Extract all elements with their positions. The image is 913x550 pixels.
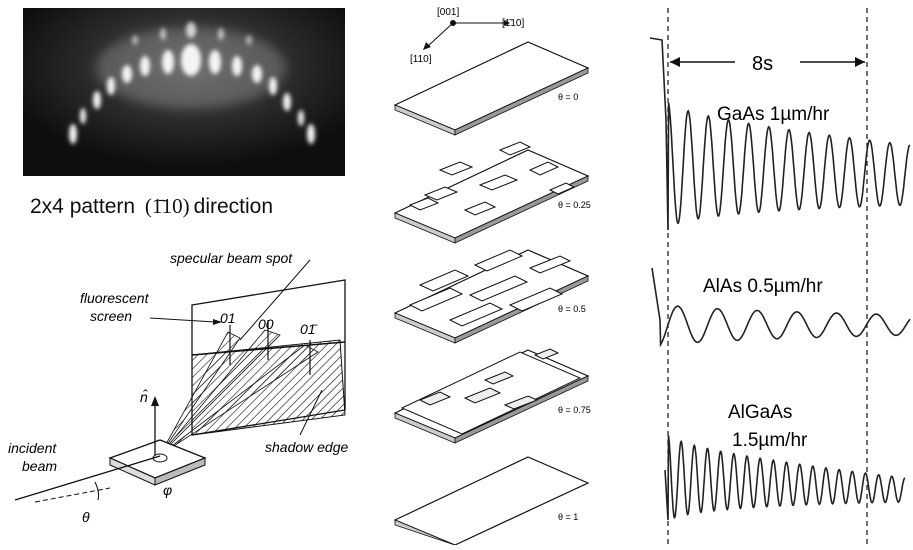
trace-label-algaas-1: AlGaAs xyxy=(728,402,792,423)
shadow-edge-label: shadow edge xyxy=(265,439,349,455)
rheed-caption: 2x4 pattern (1̄10) direction xyxy=(30,194,273,219)
rheed-geometry-diagram: specular beam spot fluorescent screen 01… xyxy=(0,230,370,545)
coverage-label-0: θ = 0 xyxy=(558,92,578,102)
growth-stage-1: θ = 1 xyxy=(393,456,590,546)
rheed-oscillations: 8s GaAs 1µm/hr AlAs 0.5µm/hr AlGaAs 1.5µ… xyxy=(640,0,913,545)
coverage-label-05: θ = 0.5 xyxy=(558,304,586,314)
specular-label: specular beam spot xyxy=(170,250,293,266)
incident-label-1: incident xyxy=(8,440,57,456)
caption-direction-word: direction xyxy=(193,195,274,218)
growth-stage-075: θ = 0.75 xyxy=(393,348,591,444)
period-label: 8s xyxy=(752,53,773,75)
phi-label: φ xyxy=(163,482,172,498)
growth-stages-svg: [001] [1̄10] [110] θ = 0 xyxy=(393,7,591,546)
spot-00-label: 00 xyxy=(258,316,274,332)
beam-01 xyxy=(159,331,241,456)
growth-stage-0: θ = 0 xyxy=(393,41,590,136)
rheed-pattern-photo xyxy=(23,8,345,176)
growth-stage-05: θ = 0.5 xyxy=(393,249,590,344)
sample-crystal xyxy=(108,439,207,479)
geometry-svg: specular beam spot fluorescent screen 01… xyxy=(8,250,349,525)
screen-label-1: fluorescent xyxy=(80,290,150,306)
caption-pattern: 2x4 pattern xyxy=(30,195,136,218)
growth-stage-025: θ = 0.25 xyxy=(393,141,591,244)
coverage-label-025: θ = 0.25 xyxy=(558,200,591,210)
beam-01bar xyxy=(159,344,319,456)
trace-label-gaas: GaAs 1µm/hr xyxy=(717,104,830,125)
rheed-pattern-image xyxy=(23,8,345,176)
theta-label: θ xyxy=(82,509,90,525)
trace-label-alas: AlAs 0.5µm/hr xyxy=(703,276,823,297)
trace-gaas xyxy=(649,37,911,231)
coverage-label-1: θ = 1 xyxy=(558,512,578,522)
normal-label: n̂ xyxy=(140,389,148,405)
spot-01bar-label: 01̄ xyxy=(300,321,318,337)
axis-1bar10-label: [1̄10] xyxy=(502,18,524,29)
incident-label-2: beam xyxy=(22,458,57,474)
trace-algaas xyxy=(664,435,906,521)
caption-direction: (1̄10) xyxy=(144,194,190,218)
growth-stages-column: [001] [1̄10] [110] θ = 0 xyxy=(380,0,625,546)
screen-label-2: screen xyxy=(90,308,132,324)
trace-label-algaas-2: 1.5µm/hr xyxy=(732,430,808,451)
oscillation-svg: 8s GaAs 1µm/hr AlAs 0.5µm/hr AlGaAs 1.5µ… xyxy=(649,8,911,545)
trace-alas xyxy=(651,267,911,348)
spot-01-label: 01 xyxy=(220,310,236,326)
axis-110-label: [110] xyxy=(410,54,432,65)
beam-00 xyxy=(159,329,281,456)
coverage-label-075: θ = 0.75 xyxy=(558,405,591,415)
axis-001-label: [001] xyxy=(437,7,459,18)
incident-beam-line xyxy=(14,455,161,501)
